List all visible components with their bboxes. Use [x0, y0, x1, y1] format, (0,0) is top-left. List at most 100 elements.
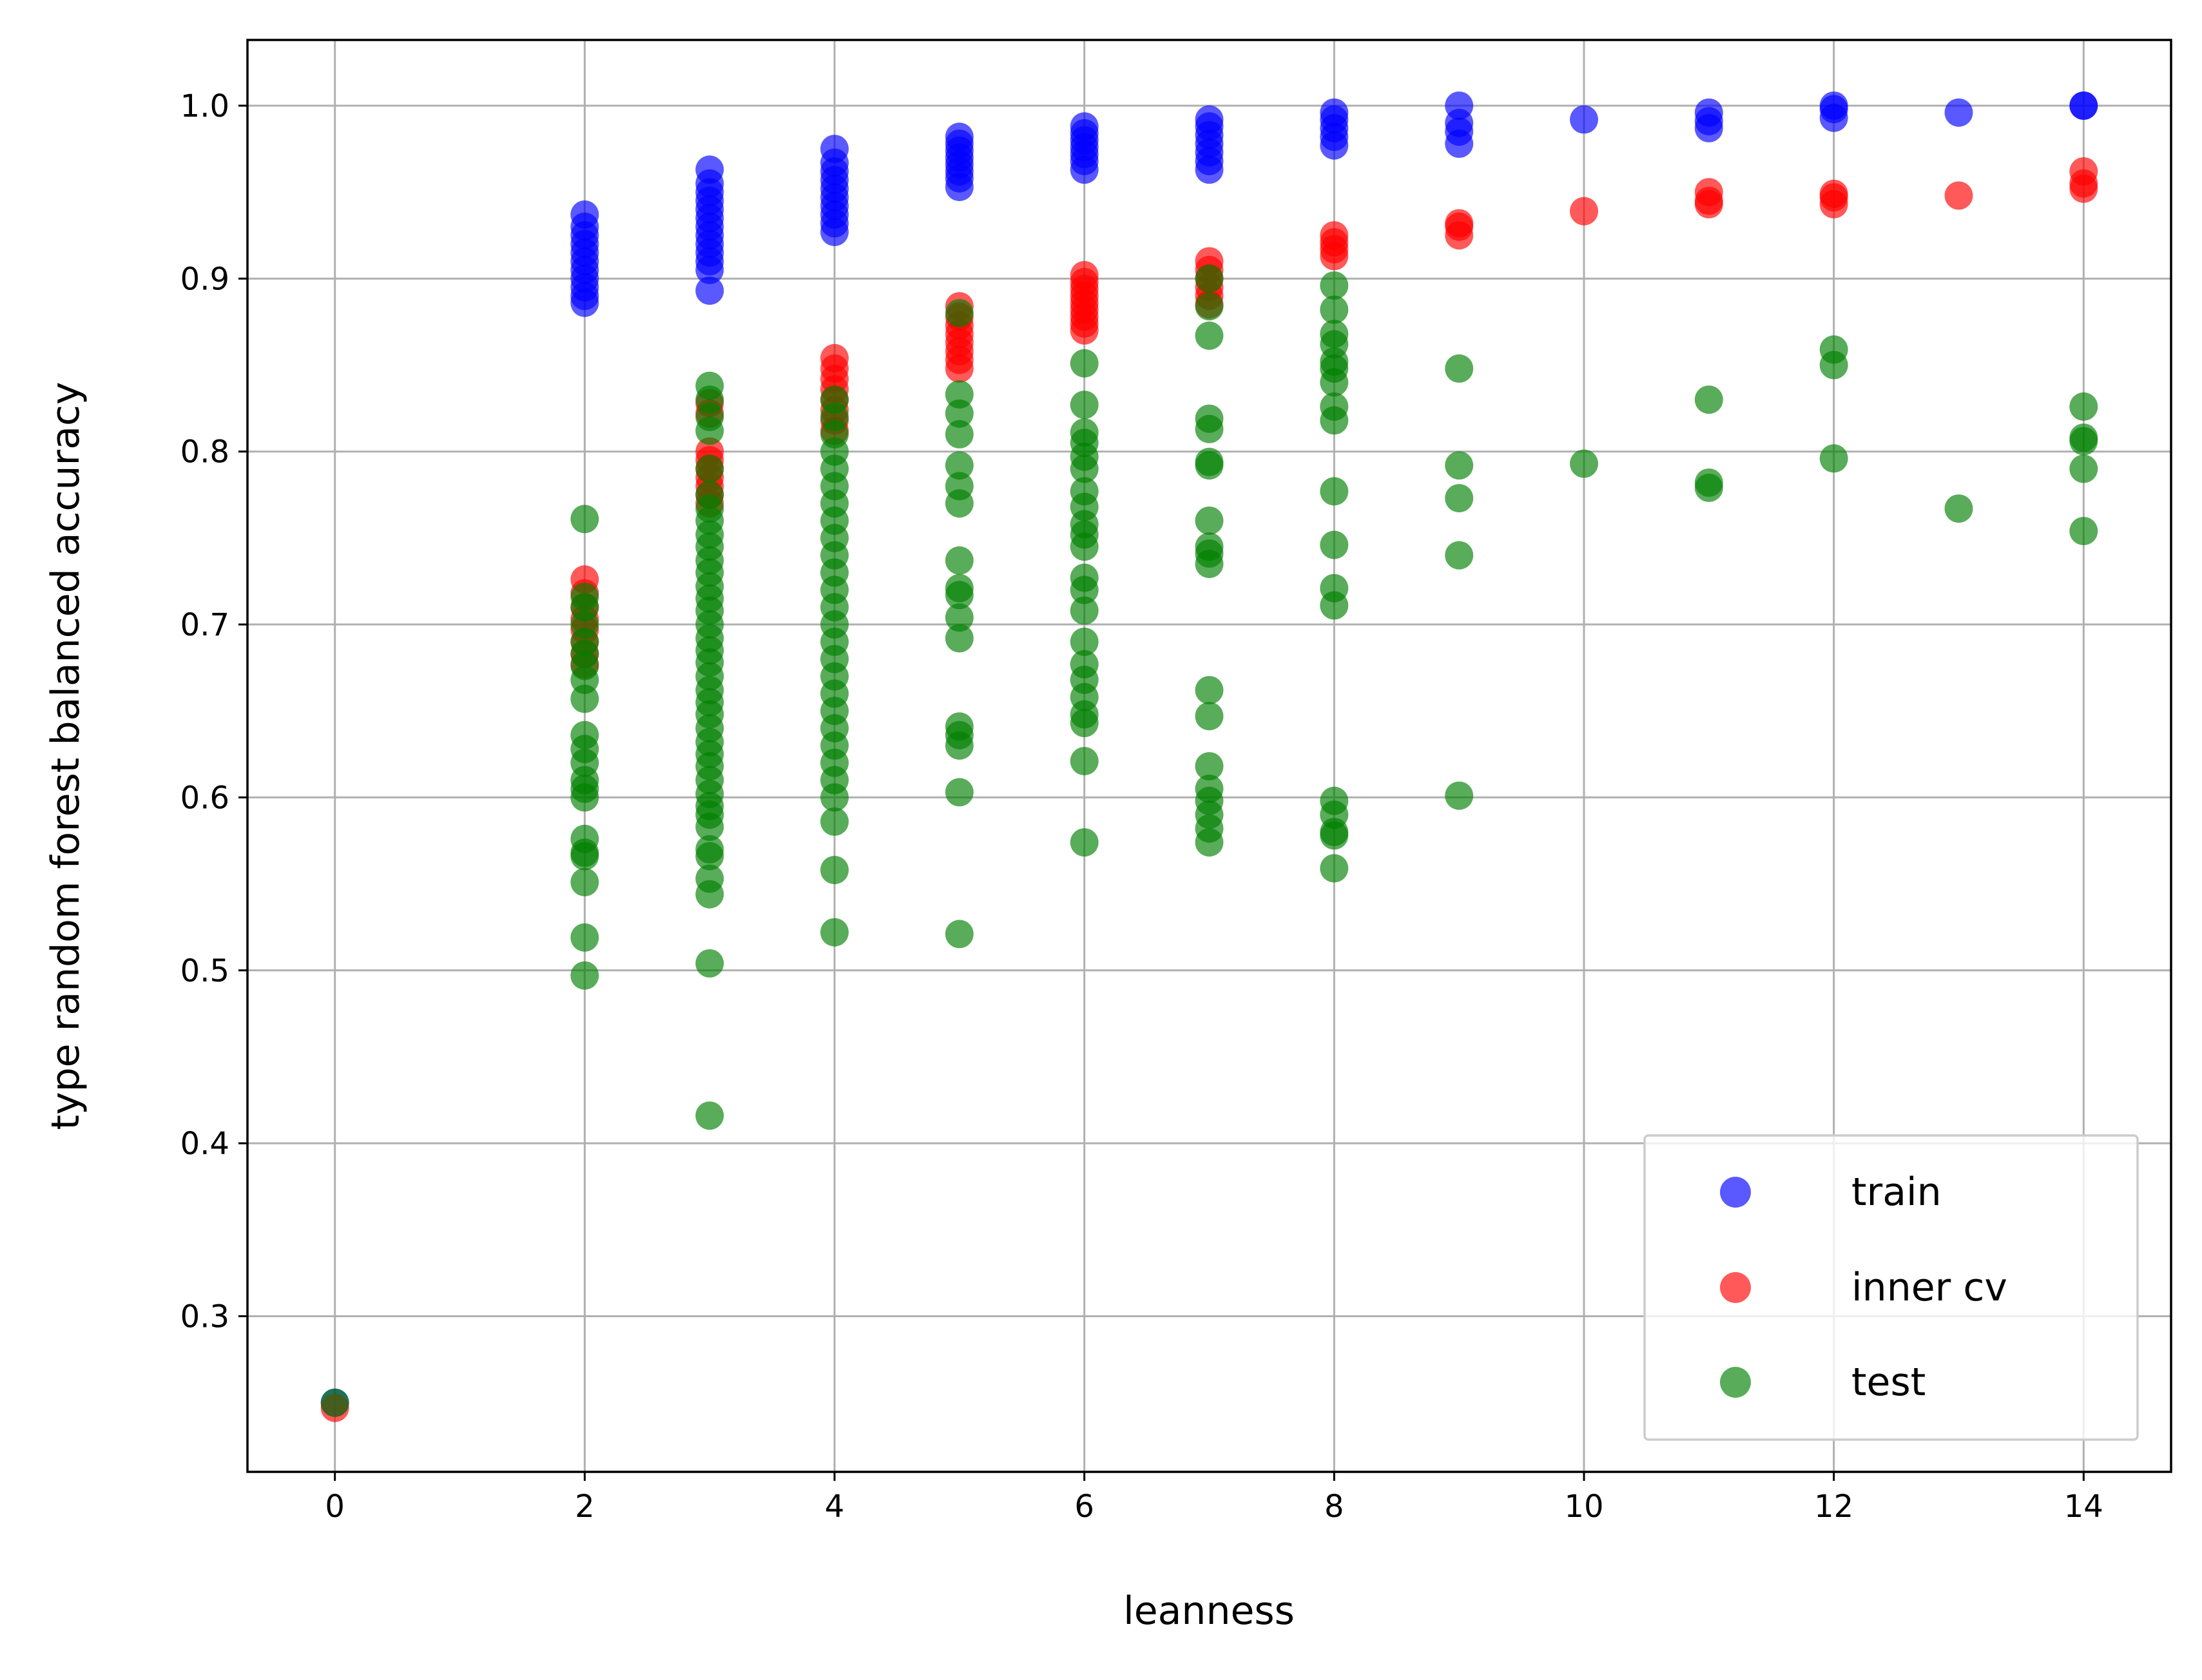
y-tick-label: 1.0 [180, 88, 229, 124]
legend: train inner cv test [1643, 1134, 2139, 1441]
data-point [2069, 392, 2098, 421]
data-point [695, 949, 724, 978]
data-point [1445, 484, 1474, 513]
x-tick-label: 10 [1564, 1489, 1603, 1525]
y-tick-label: 0.3 [180, 1299, 229, 1335]
data-point [1195, 775, 1224, 803]
data-point [945, 778, 974, 807]
x-axis-ticks: 0 2 4 6 8 10 12 14 [325, 1472, 2103, 1525]
data-point [570, 720, 599, 749]
data-point [820, 807, 849, 836]
data-point [570, 824, 599, 853]
data-point [695, 371, 724, 400]
data-point [945, 451, 974, 480]
data-point [695, 1101, 724, 1130]
data-point [570, 200, 599, 229]
data-point [570, 505, 599, 534]
data-point [570, 961, 599, 990]
data-point [1320, 392, 1349, 421]
data-point [945, 122, 974, 151]
data-point [945, 624, 974, 653]
legend-marker-test [1720, 1367, 1751, 1398]
legend-label-test: test [1851, 1360, 1926, 1405]
data-point [945, 546, 974, 575]
data-point [1195, 264, 1224, 293]
data-point [1070, 747, 1099, 776]
legend-label-inner-cv: inner cv [1851, 1265, 2007, 1310]
data-point [1320, 271, 1349, 300]
data-point [1694, 178, 1723, 207]
data-point [2069, 517, 2098, 546]
data-point [1320, 98, 1349, 127]
legend-marker-train [1720, 1177, 1751, 1208]
data-point [1320, 320, 1349, 349]
data-point [695, 454, 724, 483]
y-tick-label: 0.7 [180, 607, 229, 643]
y-axis-label: type random forest balanced accuracy [43, 382, 88, 1130]
data-point [1320, 221, 1349, 250]
data-point [1070, 627, 1099, 656]
data-point [1445, 209, 1474, 238]
y-tick-label: 0.5 [180, 953, 229, 989]
x-axis-label: leanness [1123, 1588, 1295, 1634]
data-point [2069, 423, 2098, 452]
data-point [1694, 98, 1723, 127]
data-point [1320, 854, 1349, 883]
data-point [1445, 781, 1474, 810]
data-point [1819, 179, 1848, 208]
legend-entry-inner-cv: inner cv [1720, 1265, 2007, 1310]
legend-box [1643, 1134, 2139, 1441]
data-point [1070, 650, 1099, 679]
y-tick-label: 0.9 [180, 261, 229, 297]
data-point [1944, 98, 1973, 127]
data-point [1195, 532, 1224, 561]
data-point [2069, 157, 2098, 186]
data-point [1320, 295, 1349, 324]
data-point [945, 380, 974, 409]
data-point [1195, 404, 1224, 433]
data-point [1944, 181, 1973, 210]
data-point [1694, 385, 1723, 414]
x-tick-label: 4 [825, 1489, 845, 1525]
legend-entry-test: test [1720, 1360, 1926, 1405]
data-point [1195, 447, 1224, 476]
data-point [2069, 454, 2098, 483]
data-point [820, 856, 849, 885]
data-point [1445, 92, 1474, 120]
x-tick-label: 8 [1324, 1489, 1344, 1525]
data-point [695, 835, 724, 864]
data-point [1195, 676, 1224, 704]
data-point [1195, 292, 1224, 321]
data-point [1195, 752, 1224, 781]
y-tick-label: 0.8 [180, 434, 229, 470]
y-tick-label: 0.6 [180, 780, 229, 816]
data-point [1320, 530, 1349, 559]
x-tick-label: 6 [1074, 1489, 1094, 1525]
data-point [1320, 786, 1349, 815]
series-test [320, 264, 2098, 1417]
data-points [320, 92, 2098, 1422]
data-point [695, 864, 724, 893]
data-point [945, 574, 974, 603]
y-tick-label: 0.4 [180, 1126, 229, 1162]
data-point [945, 299, 974, 327]
data-point [570, 867, 599, 896]
data-point [945, 920, 974, 949]
data-point [1070, 828, 1099, 857]
data-point [1445, 451, 1474, 480]
data-point [570, 923, 599, 952]
legend-marker-inner-cv [1720, 1272, 1751, 1303]
data-point [820, 918, 849, 947]
y-axis-ticks: 0.3 0.4 0.5 0.6 0.7 0.8 0.9 1.0 [180, 88, 247, 1335]
x-tick-label: 12 [1814, 1489, 1853, 1525]
data-point [820, 385, 849, 414]
data-point [1819, 92, 1848, 120]
legend-entry-train: train [1720, 1170, 1942, 1215]
data-point [320, 1388, 349, 1417]
data-point [1320, 574, 1349, 603]
plot-frame [246, 39, 2172, 1473]
data-point [1070, 112, 1099, 141]
data-point [1694, 468, 1723, 497]
data-point [1070, 349, 1099, 378]
x-tick-label: 14 [2064, 1489, 2103, 1525]
